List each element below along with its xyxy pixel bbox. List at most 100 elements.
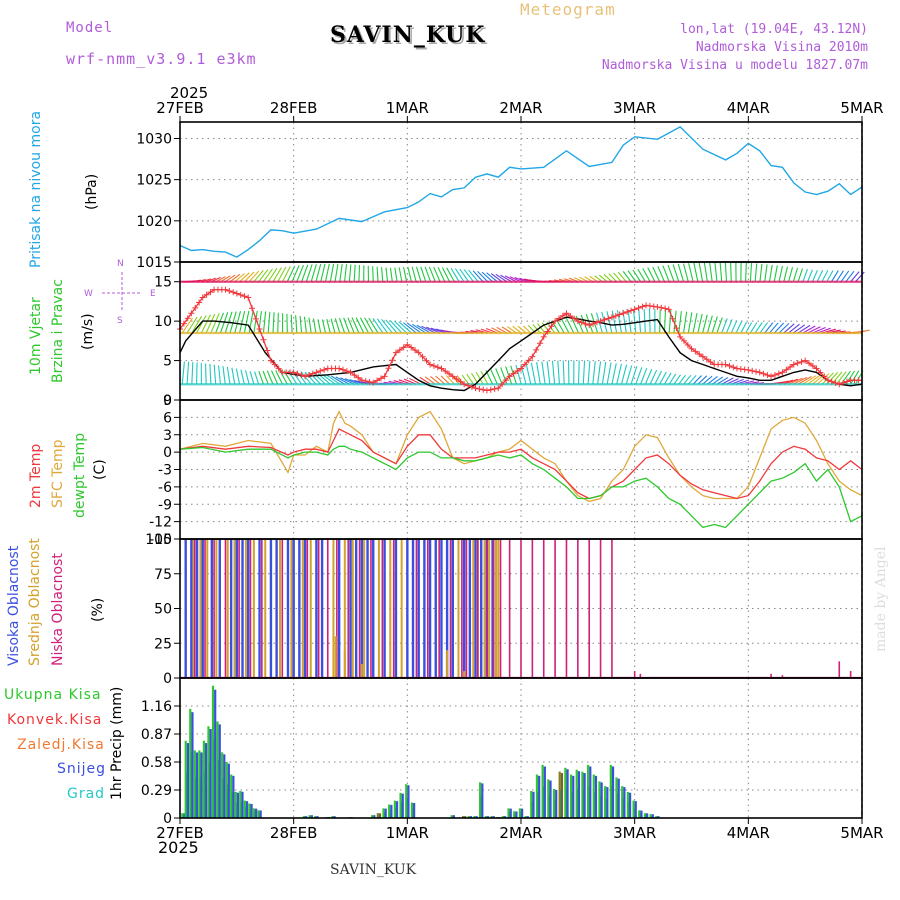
model-name: wrf-nmm_v3.9.1 e3km	[66, 50, 257, 68]
gust-marker	[620, 310, 627, 317]
cloud-high-bar	[423, 539, 426, 678]
legend-graupel: Grad	[67, 786, 106, 802]
wind-barb	[440, 375, 451, 385]
gust-marker	[317, 368, 324, 375]
wind-barb	[570, 316, 580, 334]
precip-snow-bar	[509, 808, 512, 818]
wind-barb	[343, 317, 350, 334]
gust-marker	[237, 291, 244, 298]
temp-ylabel-2m: 2m Temp	[28, 443, 44, 508]
cloud-high-bar	[349, 539, 352, 678]
y-tick-label: 0	[163, 671, 172, 687]
y-tick-label: 50	[154, 602, 172, 618]
cloud-low-bar	[492, 539, 495, 678]
credit-label: made by Angel	[873, 546, 889, 653]
model-label: Model	[66, 20, 114, 36]
gust-marker	[321, 366, 328, 373]
wind-barb	[205, 313, 216, 334]
gust-marker	[787, 364, 794, 371]
cloud-low-bar	[370, 539, 372, 678]
wind-barb	[191, 316, 203, 334]
gust-marker	[525, 357, 532, 364]
cloud-low-small-bar	[781, 675, 784, 678]
compass-w: W	[84, 289, 93, 299]
wind-barb	[299, 315, 303, 334]
temp-ylabel-sfc: SFC Temp	[50, 439, 66, 508]
precip-snow-bar	[640, 810, 643, 818]
wind-barb	[330, 375, 345, 385]
precip-total-bar	[507, 808, 510, 818]
wind-barb	[334, 318, 341, 334]
wind-barb	[687, 312, 693, 334]
cloud-mid-bar	[377, 539, 380, 678]
cloud-low-bar	[599, 539, 602, 678]
wind-barb	[678, 311, 682, 334]
wind-barb	[807, 269, 813, 282]
cloud-high-bar	[462, 539, 466, 678]
wind-barb	[353, 264, 356, 282]
cloud-mid-bar	[497, 539, 500, 678]
cloud-low-bar	[336, 539, 338, 678]
wind-barb	[215, 312, 224, 334]
wind-barb	[611, 363, 617, 385]
precip-snow-bar	[555, 789, 558, 818]
precip-total-bar	[621, 786, 624, 818]
gust-marker	[548, 323, 555, 330]
temp-unit: (C)	[92, 459, 108, 480]
wind-barb	[407, 323, 422, 334]
panel-frame	[179, 677, 863, 819]
gust-marker	[252, 315, 259, 322]
wind-barb	[320, 263, 326, 282]
wind-barb	[324, 263, 330, 282]
wind-barb	[855, 271, 865, 283]
precip-total-bar	[184, 740, 187, 818]
wind-barb	[304, 371, 317, 385]
cloud-mid-bar	[309, 539, 312, 678]
precip-snow-bar	[486, 816, 490, 818]
precip-total-bar	[632, 800, 635, 818]
wind-barb	[778, 322, 790, 334]
wind-barb	[420, 266, 427, 282]
cloud-high-bar	[269, 539, 273, 678]
wind-barb	[788, 323, 800, 334]
gust-marker	[385, 365, 392, 372]
precip-graupel-bar	[537, 791, 539, 818]
wind-barb	[437, 267, 446, 282]
gust-marker	[643, 302, 650, 309]
gust-marker	[552, 318, 559, 325]
x-tick-label-bottom: 27FEB	[156, 824, 203, 842]
cloud-low-bar	[588, 539, 590, 678]
precip-total-bar	[547, 779, 550, 818]
wind-barb	[792, 267, 799, 282]
gust-marker	[192, 304, 199, 311]
cloud-mid-bar	[343, 539, 346, 678]
precip-total-bar	[473, 816, 476, 818]
gust-marker	[249, 305, 256, 312]
gust-marker	[533, 346, 540, 353]
precip-total-bar	[202, 740, 206, 818]
wind-barb	[317, 319, 322, 334]
precip-snow-bar	[606, 787, 609, 818]
precip-total-bar	[467, 816, 470, 818]
wind-barb	[719, 262, 723, 282]
cloud-mid-bar	[279, 539, 282, 678]
gust-marker	[692, 348, 699, 355]
wind-barb	[522, 325, 532, 334]
wind-barb	[229, 311, 237, 334]
cloud-mid-bar	[488, 539, 491, 678]
gust-marker	[396, 347, 403, 354]
cloud-mid-bar	[332, 539, 335, 678]
precip-total-bar	[198, 750, 201, 818]
precip-total-bar	[193, 750, 196, 818]
gust-marker	[264, 347, 271, 354]
gust-marker	[790, 361, 797, 368]
precip-graupel-bar	[195, 777, 197, 818]
altitude-label: Nadmorska Visina 2010m	[695, 40, 868, 55]
precip-total-bar	[216, 721, 219, 818]
wind-barb	[258, 371, 264, 385]
wind-barb	[446, 375, 455, 385]
gust-marker	[563, 310, 570, 317]
precip-total-bar	[308, 815, 311, 818]
y-tick-label: 0	[163, 393, 172, 409]
precip-graupel-bar	[384, 812, 386, 818]
